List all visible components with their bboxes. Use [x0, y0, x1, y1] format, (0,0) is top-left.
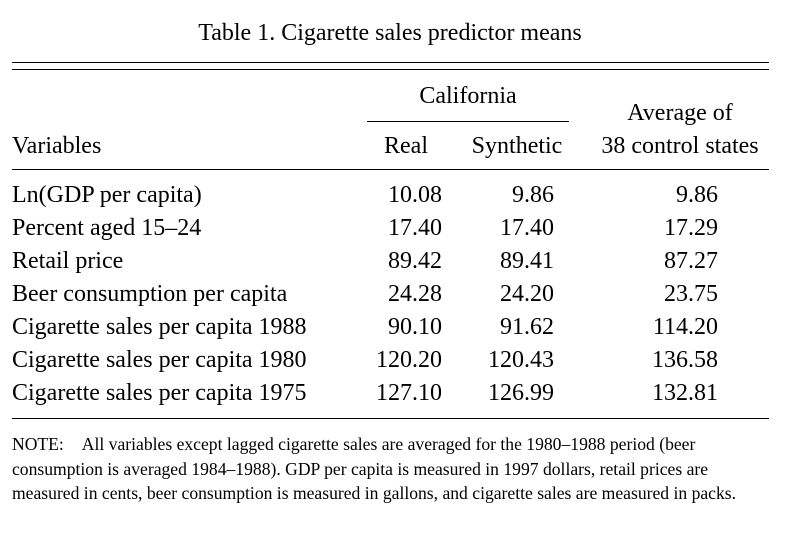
- header-rule: [12, 169, 769, 170]
- row-average-value: 136.58: [652, 347, 718, 373]
- row-average-value: 132.81: [652, 380, 718, 406]
- row-real-value: 127.10: [376, 380, 442, 406]
- table-row: Retail price 89.42 89.41 87.27: [0, 245, 810, 278]
- table-row: Cigarette sales per capita 1975 127.10 1…: [0, 377, 810, 410]
- row-real-value: 120.20: [376, 347, 442, 373]
- row-synthetic-value: 89.41: [500, 248, 554, 274]
- table-row: Beer consumption per capita 24.28 24.20 …: [0, 278, 810, 311]
- row-variable: Retail price: [12, 248, 124, 274]
- row-average-value: 114.20: [652, 314, 718, 340]
- table-row: Cigarette sales per capita 1988 90.10 91…: [0, 311, 810, 344]
- row-average-value: 23.75: [664, 281, 718, 307]
- note-label: NOTE:: [12, 434, 64, 454]
- top-rule-second: [12, 69, 769, 70]
- california-group-rule: [367, 121, 569, 122]
- row-real-value: 90.10: [388, 314, 442, 340]
- variables-header: Variables: [12, 133, 102, 159]
- row-synthetic-value: 17.40: [500, 215, 554, 241]
- average-header-line2: 38 control states: [601, 133, 759, 159]
- row-variable: Beer consumption per capita: [12, 281, 288, 307]
- table-body: Ln(GDP per capita) 10.08 9.86 9.86 Perce…: [0, 179, 810, 410]
- table-row: Ln(GDP per capita) 10.08 9.86 9.86: [0, 179, 810, 212]
- row-real-value: 24.28: [388, 281, 442, 307]
- row-real-value: 89.42: [388, 248, 442, 274]
- row-synthetic-value: 24.20: [500, 281, 554, 307]
- row-variable: Cigarette sales per capita 1980: [12, 347, 307, 373]
- row-average-value: 9.86: [676, 182, 718, 208]
- real-header: Real: [384, 133, 428, 159]
- table-note: NOTE: All variables except lagged cigaret…: [12, 432, 772, 506]
- average-header-line1: Average of: [627, 100, 733, 126]
- row-real-value: 10.08: [388, 182, 442, 208]
- row-variable: Ln(GDP per capita): [12, 182, 202, 208]
- note-text: All variables except lagged cigarette sa…: [12, 434, 737, 503]
- row-average-value: 17.29: [664, 215, 718, 241]
- row-synthetic-value: 91.62: [500, 314, 554, 340]
- row-synthetic-value: 9.86: [512, 182, 554, 208]
- row-synthetic-value: 120.43: [488, 347, 554, 373]
- row-real-value: 17.40: [388, 215, 442, 241]
- row-synthetic-value: 126.99: [488, 380, 554, 406]
- row-variable: Cigarette sales per capita 1975: [12, 380, 307, 406]
- top-rule: [12, 62, 769, 63]
- table-row: Cigarette sales per capita 1980 120.20 1…: [0, 344, 810, 377]
- synthetic-header: Synthetic: [471, 133, 563, 159]
- row-variable: Cigarette sales per capita 1988: [12, 314, 307, 340]
- california-group-header: California: [419, 83, 517, 109]
- bottom-rule: [12, 418, 769, 419]
- table-row: Percent aged 15–24 17.40 17.40 17.29: [0, 212, 810, 245]
- row-variable: Percent aged 15–24: [12, 215, 202, 241]
- table-title: Table 1. Cigarette sales predictor means: [198, 20, 582, 46]
- row-average-value: 87.27: [664, 248, 718, 274]
